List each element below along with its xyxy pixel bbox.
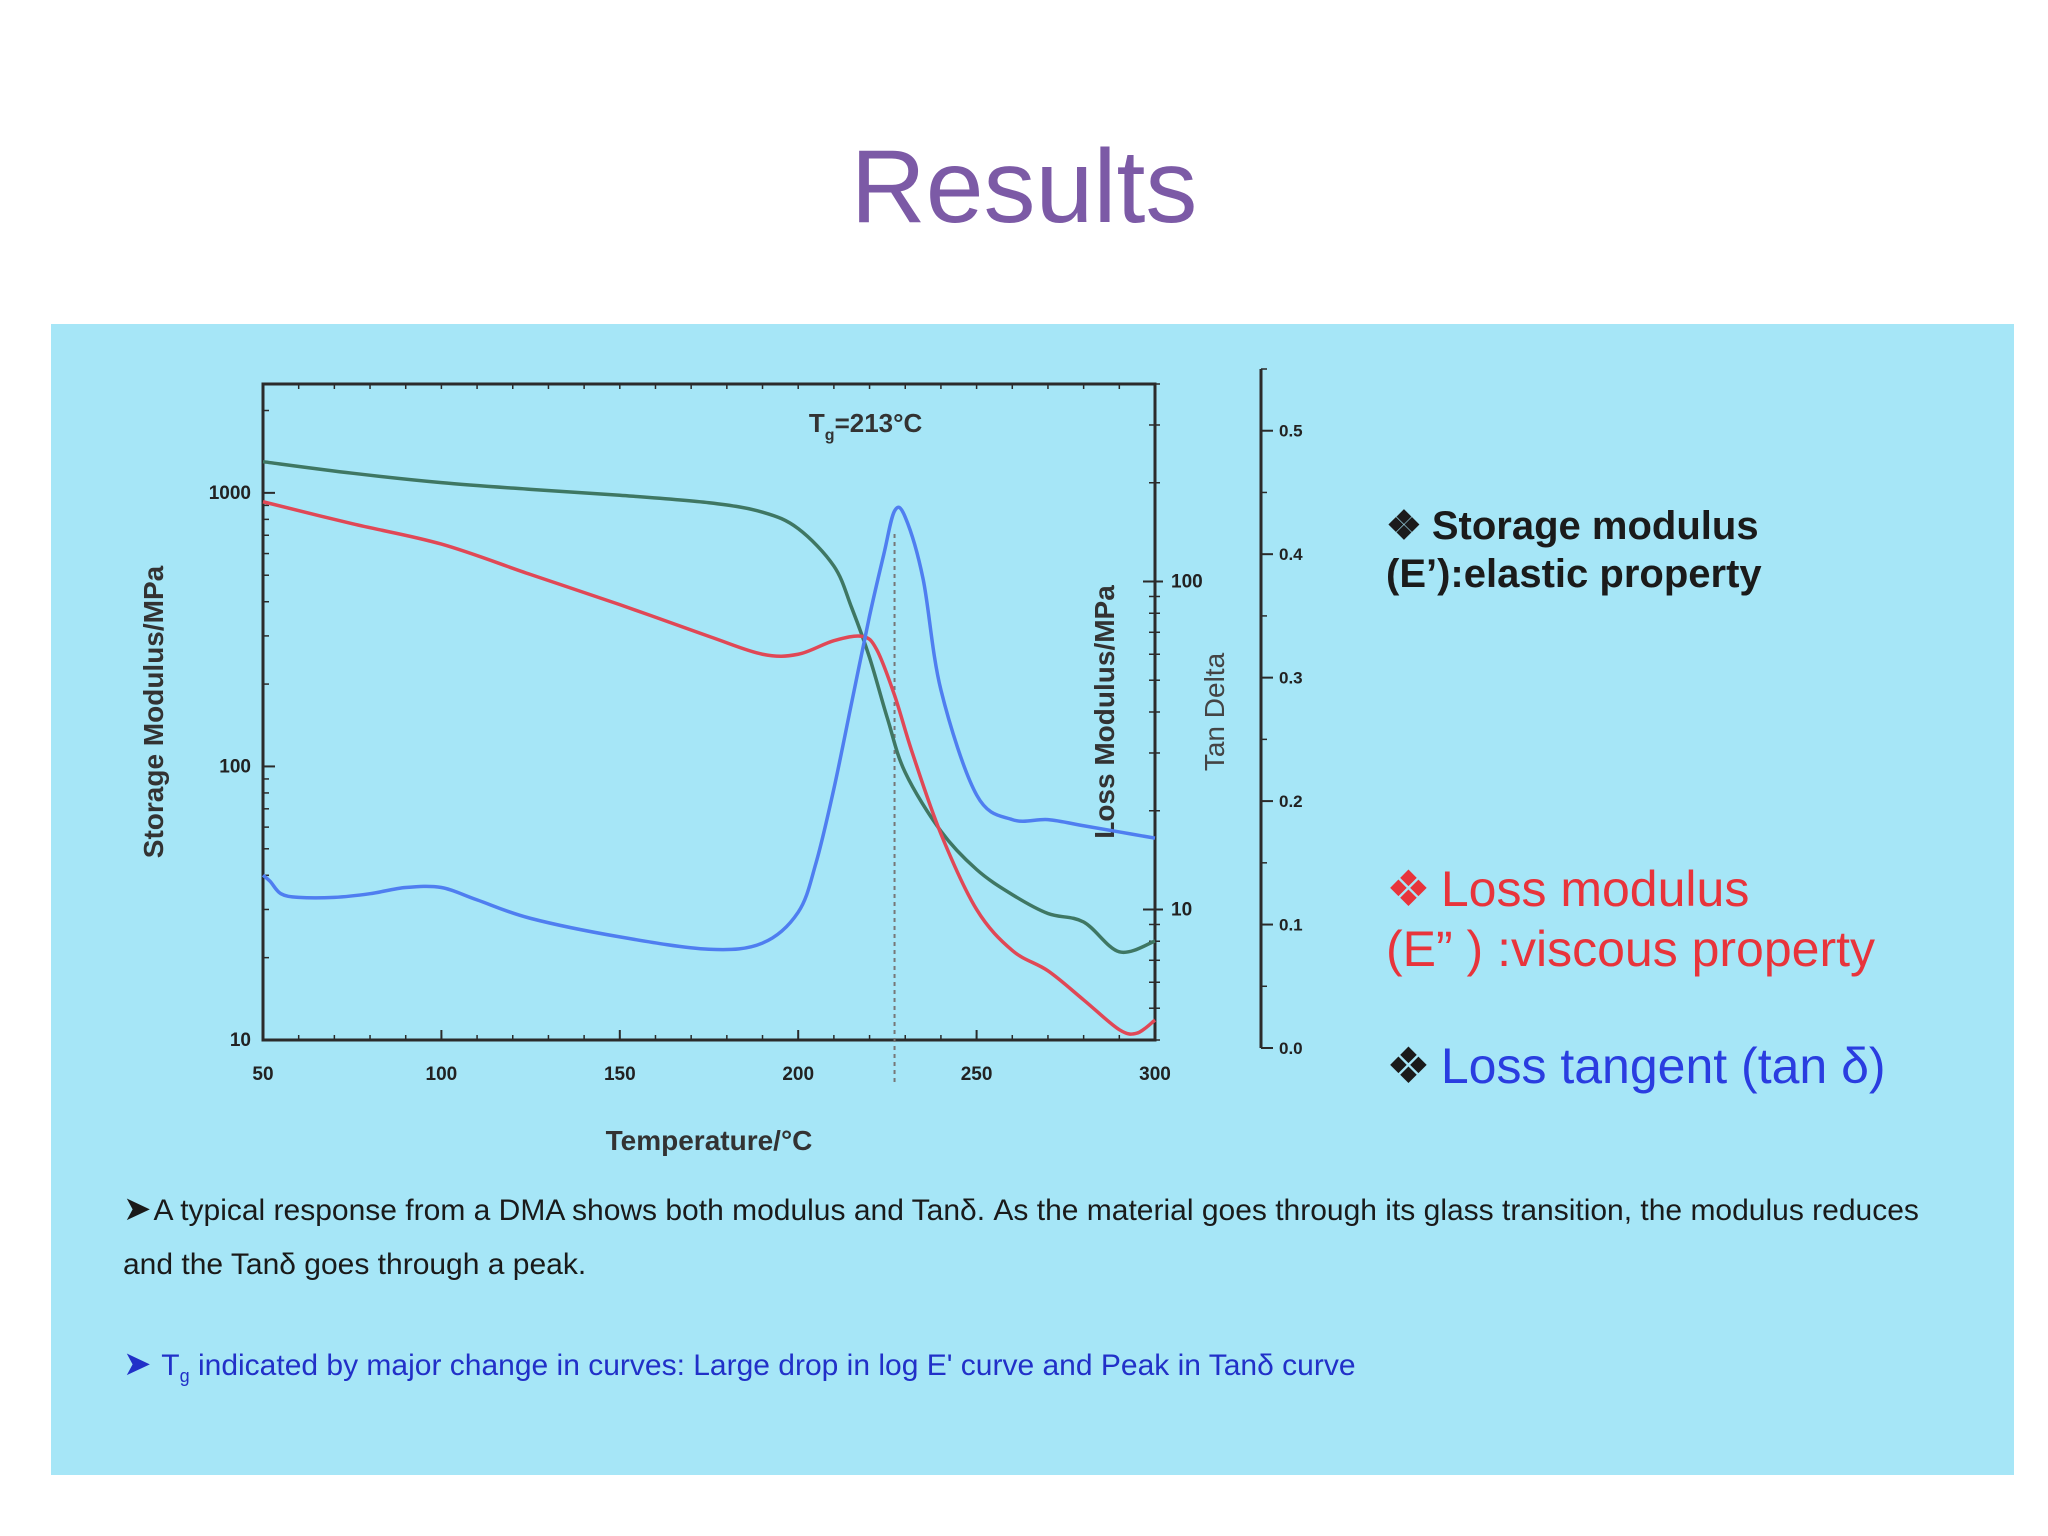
tg-note-prefix: T [161,1349,180,1382]
x-tick-label: 300 [1139,1064,1171,1085]
slide-title: Results [850,129,1198,245]
tg-annotation: Tg=213°C [809,408,923,444]
x-axis-title: Temperature/°C [606,1125,813,1156]
y-left-tick-label: 100 [219,756,251,777]
y-loss-tick-label: 100 [1171,571,1203,592]
description-text: A typical response from a DMA shows both… [123,1194,1919,1281]
legend-storage-desc: (E’):elastic property [1386,552,1762,596]
y-left-tick-label: 1000 [209,483,251,504]
plot-frame [261,382,1157,1042]
diamond-bullet-icon: ❖ [1386,861,1431,917]
legend-storage: ❖ Storage modulus (E’):elastic property [1386,502,1762,598]
y-tan-axis-title: Tan Delta [1199,652,1230,771]
x-tick-label: 250 [961,1064,993,1085]
tg-note: ➤ Tg indicated by major change in curves… [123,1344,1923,1387]
diamond-bullet-icon: ❖ [1386,1038,1431,1094]
y-tan-tick-label: 0.5 [1279,422,1303,441]
arrow-bullet-icon: ➤ [123,1345,152,1383]
series-line-storage-modulus [262,459,1156,955]
y-tan-tick-label: 0.3 [1279,669,1303,688]
series-line-loss-tangent [261,505,1156,952]
y-tan-tick-label: 0.2 [1279,792,1303,811]
x-tick-label: 50 [252,1064,273,1085]
y-tan-tick-label: 0.1 [1279,916,1303,935]
y-loss-axis-title: Loss Modulus/MPa [1089,585,1120,839]
description-paragraph: ➤A typical response from a DMA shows bot… [123,1182,1923,1292]
y-tan-tick-label: 0.4 [1279,545,1303,564]
tg-note-sub: g [179,1366,190,1386]
dma-chart: 50 100 150 200 250 300 10 100 1000 10 100 0.0 0.1 0.2… [138,368,1303,1156]
y-loss-tick-label: 10 [1171,899,1192,920]
arrow-bullet-icon: ➤ [123,1190,152,1228]
tg-note-text: indicated by major change in curves: Lar… [189,1349,1356,1382]
legend-storage-label: Storage modulus [1431,504,1759,548]
legend-loss-label: Loss modulus [1440,861,1750,917]
series-line-loss-modulus [262,500,1157,1036]
y-tan-tick-label: 0.0 [1279,1039,1303,1058]
x-tick-label: 100 [426,1064,458,1085]
legend-loss: ❖ Loss modulus (E” ) :viscous property [1386,859,1875,979]
y-left-tick-label: 10 [230,1030,251,1051]
legend-tan-label: Loss tangent (tan δ) [1440,1038,1886,1094]
legend-loss-desc: (E” ) :viscous property [1386,921,1876,977]
x-tick-label: 200 [782,1064,814,1085]
y-left-axis-title: Storage Modulus/MPa [138,565,169,858]
content-panel: 50 100 150 200 250 300 10 100 1000 10 100 0.0 0.1 0.2… [51,324,2014,1475]
x-tick-label: 150 [604,1064,636,1085]
legend-tan: ❖ Loss tangent (tan δ) [1386,1036,1886,1096]
diamond-bullet-icon: ❖ [1386,504,1422,548]
